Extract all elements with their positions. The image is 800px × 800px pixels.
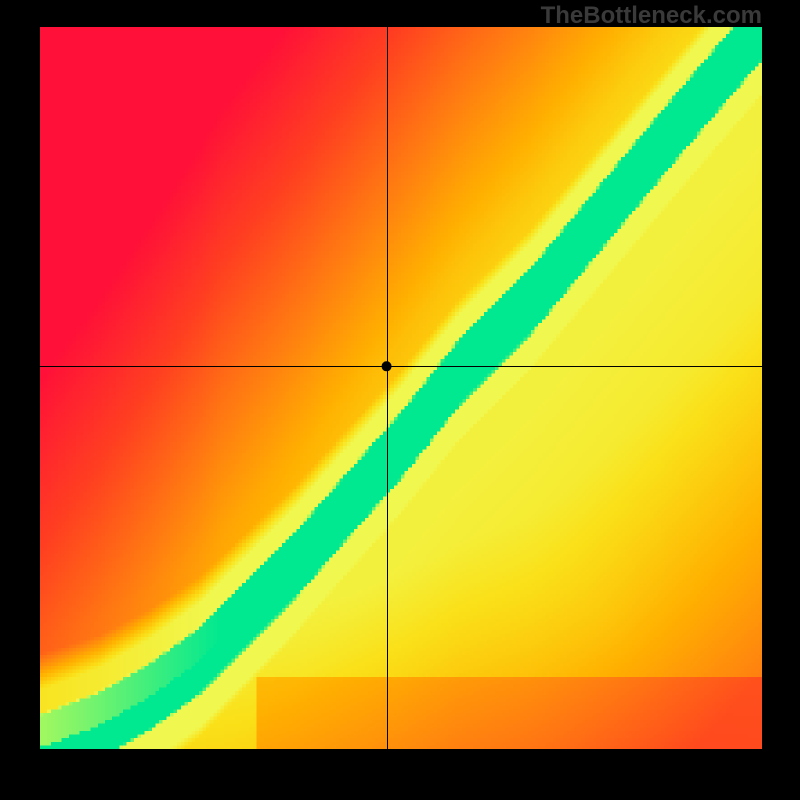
crosshair-overlay <box>40 27 762 749</box>
chart-container: TheBottleneck.com <box>0 0 800 800</box>
watermark-text: TheBottleneck.com <box>541 2 762 30</box>
